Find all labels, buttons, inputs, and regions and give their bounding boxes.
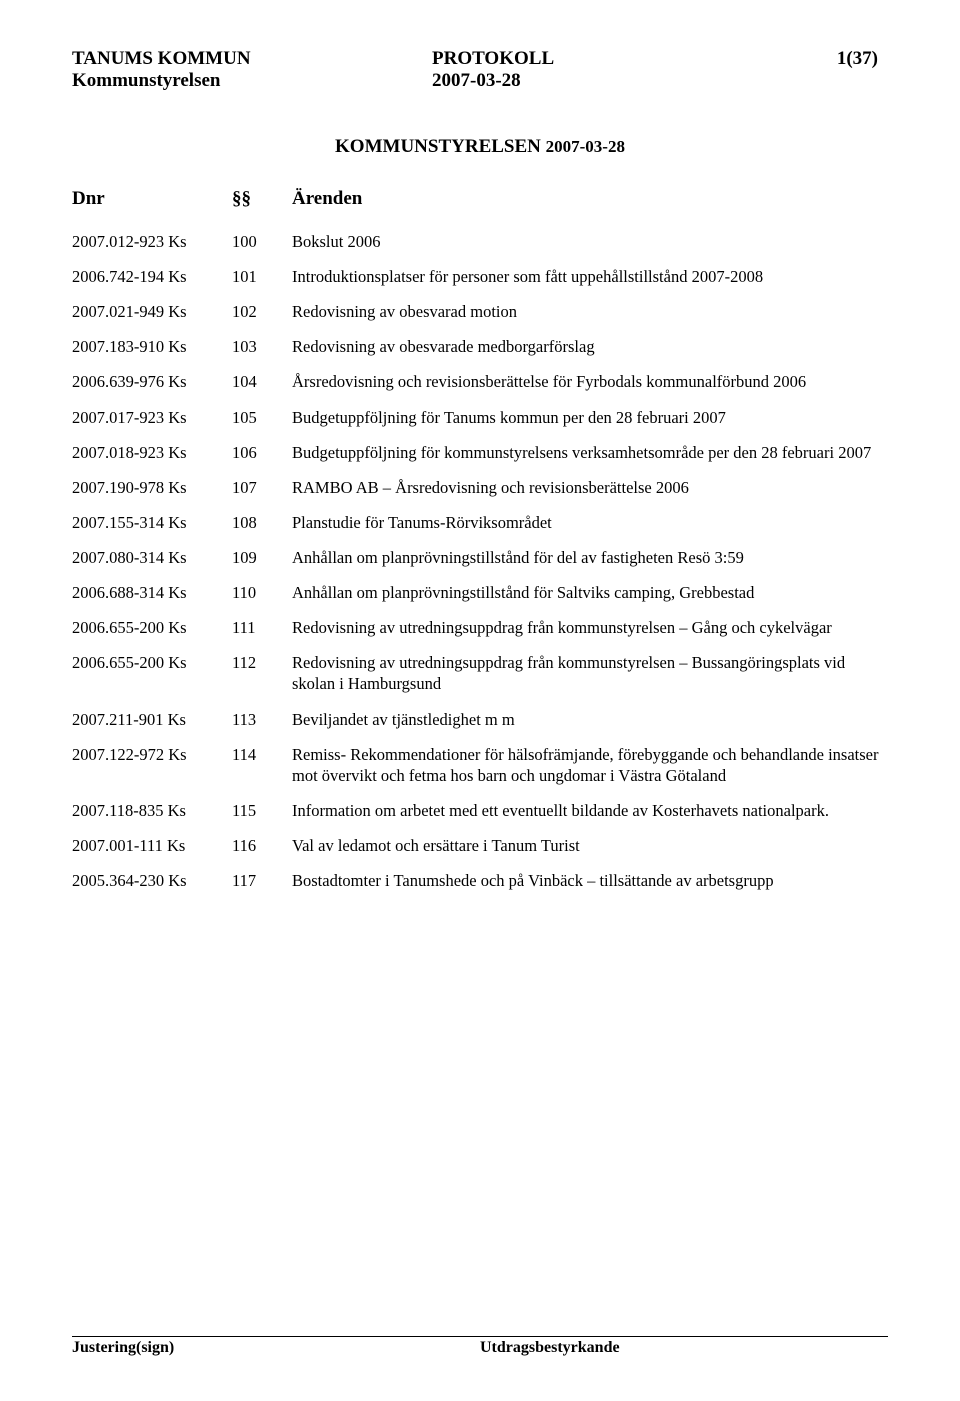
cell-section: 112 bbox=[232, 645, 292, 701]
cell-section: 105 bbox=[232, 400, 292, 435]
title-date: 2007-03-28 bbox=[546, 137, 625, 156]
cell-section: 111 bbox=[232, 610, 292, 645]
table-row: 2007.122-972 Ks114Remiss- Rekommendation… bbox=[72, 737, 888, 793]
cell-subject: Redovisning av obesvarad motion bbox=[292, 294, 888, 329]
cell-section: 115 bbox=[232, 793, 292, 828]
cell-section: 114 bbox=[232, 737, 292, 793]
cell-section: 104 bbox=[232, 364, 292, 399]
cell-section: 116 bbox=[232, 828, 292, 863]
table-row: 2006.655-200 Ks111Redovisning av utredni… bbox=[72, 610, 888, 645]
cell-dnr: 2007.122-972 Ks bbox=[72, 737, 232, 793]
table-row: 2007.155-314 Ks108Planstudie för Tanums-… bbox=[72, 505, 888, 540]
table-row: 2006.655-200 Ks112Redovisning av utredni… bbox=[72, 645, 888, 701]
cell-subject: Planstudie för Tanums-Rörviksområdet bbox=[292, 505, 888, 540]
header-date: 2007-03-28 bbox=[432, 70, 692, 92]
cell-section: 109 bbox=[232, 540, 292, 575]
page: TANUMS KOMMUN PROTOKOLL 1(37) Kommunstyr… bbox=[0, 0, 960, 1401]
cell-dnr: 2007.001-111 Ks bbox=[72, 828, 232, 863]
cell-dnr: 2006.688-314 Ks bbox=[72, 575, 232, 610]
cell-section: 117 bbox=[232, 863, 292, 898]
cell-section: 110 bbox=[232, 575, 292, 610]
table-row: 2007.211-901 Ks113Beviljandet av tjänstl… bbox=[72, 702, 888, 737]
header-sub-org: Kommunstyrelsen bbox=[72, 70, 432, 92]
table-row: 2007.190-978 Ks107RAMBO AB – Årsredovisn… bbox=[72, 470, 888, 505]
cell-dnr: 2007.190-978 Ks bbox=[72, 470, 232, 505]
header-row-2: Kommunstyrelsen 2007-03-28 bbox=[72, 70, 888, 92]
table-row: 2007.118-835 Ks115Information om arbetet… bbox=[72, 793, 888, 828]
cell-section: 106 bbox=[232, 435, 292, 470]
cell-section: 100 bbox=[232, 224, 292, 259]
cell-subject: Anhållan om planprövningstillstånd för S… bbox=[292, 575, 888, 610]
table-row: 2007.080-314 Ks109Anhållan om planprövni… bbox=[72, 540, 888, 575]
document-title: KOMMUNSTYRELSEN 2007-03-28 bbox=[72, 136, 888, 158]
cell-subject: Bokslut 2006 bbox=[292, 224, 888, 259]
cell-subject: Redovisning av utredningsuppdrag från ko… bbox=[292, 610, 888, 645]
table-row: 2007.183-910 Ks103Redovisning av obesvar… bbox=[72, 329, 888, 364]
cell-subject: Introduktionsplatser för personer som få… bbox=[292, 259, 888, 294]
footer: Justering(sign) Utdragsbestyrkande bbox=[72, 1336, 888, 1357]
agenda-table: Dnr §§ Ärenden 2007.012-923 Ks100Bokslut… bbox=[72, 188, 888, 898]
cell-dnr: 2006.655-200 Ks bbox=[72, 645, 232, 701]
cell-subject: Remiss- Rekommendationer för hälsofrämja… bbox=[292, 737, 888, 793]
col-header-subject: Ärenden bbox=[292, 188, 888, 224]
cell-subject: Anhållan om planprövningstillstånd för d… bbox=[292, 540, 888, 575]
cell-subject: RAMBO AB – Årsredovisning och revisionsb… bbox=[292, 470, 888, 505]
cell-section: 101 bbox=[232, 259, 292, 294]
cell-dnr: 2007.012-923 Ks bbox=[72, 224, 232, 259]
cell-subject: Beviljandet av tjänstledighet m m bbox=[292, 702, 888, 737]
table-row: 2007.018-923 Ks106Budgetuppföljning för … bbox=[72, 435, 888, 470]
footer-row: Justering(sign) Utdragsbestyrkande bbox=[72, 1339, 888, 1357]
cell-section: 103 bbox=[232, 329, 292, 364]
col-header-dnr: Dnr bbox=[72, 188, 232, 224]
header-doc-type: PROTOKOLL bbox=[432, 48, 692, 70]
cell-dnr: 2005.364-230 Ks bbox=[72, 863, 232, 898]
cell-subject: Redovisning av obesvarade medborgarförsl… bbox=[292, 329, 888, 364]
footer-left: Justering(sign) bbox=[72, 1339, 480, 1357]
cell-subject: Budgetuppföljning för kommunstyrelsens v… bbox=[292, 435, 888, 470]
table-row: 2007.017-923 Ks105Budgetuppföljning för … bbox=[72, 400, 888, 435]
header-row-1: TANUMS KOMMUN PROTOKOLL 1(37) bbox=[72, 48, 888, 70]
cell-dnr: 2006.742-194 Ks bbox=[72, 259, 232, 294]
title-main: KOMMUNSTYRELSEN bbox=[335, 136, 541, 157]
cell-subject: Val av ledamot och ersättare i Tanum Tur… bbox=[292, 828, 888, 863]
cell-dnr: 2007.211-901 Ks bbox=[72, 702, 232, 737]
cell-dnr: 2006.655-200 Ks bbox=[72, 610, 232, 645]
cell-subject: Information om arbetet med ett eventuell… bbox=[292, 793, 888, 828]
table-row: 2006.742-194 Ks101Introduktionsplatser f… bbox=[72, 259, 888, 294]
cell-subject: Årsredovisning och revisionsberättelse f… bbox=[292, 364, 888, 399]
cell-subject: Redovisning av utredningsuppdrag från ko… bbox=[292, 645, 888, 701]
cell-dnr: 2007.018-923 Ks bbox=[72, 435, 232, 470]
table-row: 2005.364-230 Ks117Bostadtomter i Tanumsh… bbox=[72, 863, 888, 898]
cell-subject: Budgetuppföljning för Tanums kommun per … bbox=[292, 400, 888, 435]
cell-section: 107 bbox=[232, 470, 292, 505]
cell-section: 108 bbox=[232, 505, 292, 540]
header-org: TANUMS KOMMUN bbox=[72, 48, 432, 70]
table-row: 2007.021-949 Ks102Redovisning av obesvar… bbox=[72, 294, 888, 329]
cell-subject: Bostadtomter i Tanumshede och på Vinbäck… bbox=[292, 863, 888, 898]
header-page-indicator: 1(37) bbox=[692, 48, 888, 70]
table-row: 2006.688-314 Ks110Anhållan om planprövni… bbox=[72, 575, 888, 610]
cell-dnr: 2007.118-835 Ks bbox=[72, 793, 232, 828]
cell-section: 113 bbox=[232, 702, 292, 737]
cell-dnr: 2007.021-949 Ks bbox=[72, 294, 232, 329]
footer-line bbox=[72, 1336, 888, 1337]
cell-dnr: 2007.183-910 Ks bbox=[72, 329, 232, 364]
table-row: 2006.639-976 Ks104Årsredovisning och rev… bbox=[72, 364, 888, 399]
table-row: 2007.001-111 Ks116Val av ledamot och ers… bbox=[72, 828, 888, 863]
cell-dnr: 2007.017-923 Ks bbox=[72, 400, 232, 435]
table-header-row: Dnr §§ Ärenden bbox=[72, 188, 888, 224]
cell-dnr: 2006.639-976 Ks bbox=[72, 364, 232, 399]
footer-right: Utdragsbestyrkande bbox=[480, 1339, 888, 1357]
col-header-section: §§ bbox=[232, 188, 292, 224]
cell-dnr: 2007.080-314 Ks bbox=[72, 540, 232, 575]
table-row: 2007.012-923 Ks100Bokslut 2006 bbox=[72, 224, 888, 259]
cell-section: 102 bbox=[232, 294, 292, 329]
cell-dnr: 2007.155-314 Ks bbox=[72, 505, 232, 540]
